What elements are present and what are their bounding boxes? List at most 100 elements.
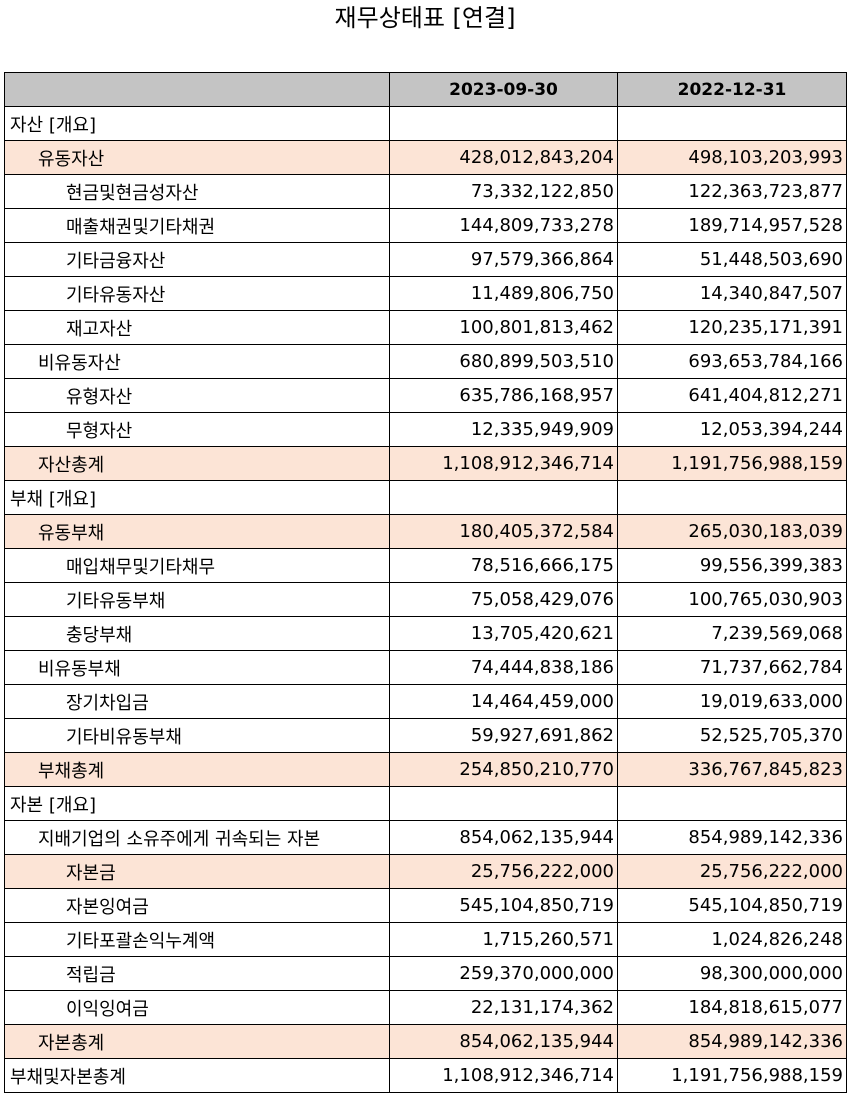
table-row: 이익잉여금 22,131,174,362 184,818,615,077 (4, 990, 847, 1025)
table-row: 기타유동자산 11,489,806,750 14,340,847,507 (4, 276, 847, 311)
table-row: 자본총계 854,062,135,944 854,989,142,336 (4, 1024, 847, 1059)
value-2023-09-30: 1,715,260,571 (389, 922, 618, 957)
value-2022-12-31: 12,053,394,244 (617, 412, 847, 447)
header-row: 2023-09-30 2022-12-31 (4, 72, 847, 107)
table-row: 기타포괄손익누계액 1,715,260,571 1,024,826,248 (4, 922, 847, 957)
value-2022-12-31: 693,653,784,166 (617, 344, 847, 379)
table-row: 장기차입금 14,464,459,000 19,019,633,000 (4, 684, 847, 719)
row-label: 적립금 (4, 956, 390, 991)
value-2022-12-31: 14,340,847,507 (617, 276, 847, 311)
row-label: 유동부채 (4, 514, 390, 549)
value-2022-12-31: 854,989,142,336 (617, 820, 847, 855)
value-2022-12-31: 641,404,812,271 (617, 378, 847, 413)
value-2023-09-30: 1,108,912,346,714 (389, 446, 618, 481)
table-header: 2023-09-30 2022-12-31 (4, 72, 847, 107)
row-label: 매입채무및기타채무 (4, 548, 390, 583)
value-2023-09-30: 59,927,691,862 (389, 718, 618, 753)
balance-sheet-table: 2023-09-30 2022-12-31 자산 [개요] 유동자산 428,012… (4, 72, 847, 1093)
row-label: 자본금 (4, 854, 390, 889)
table-row: 부채및자본총계 1,108,912,346,714 1,191,756,988,15… (4, 1058, 847, 1093)
value-2022-12-31: 265,030,183,039 (617, 514, 847, 549)
value-2023-09-30: 100,801,813,462 (389, 310, 618, 345)
value-2022-12-31: 52,525,705,370 (617, 718, 847, 753)
table-row: 현금및현금성자산 73,332,122,850 122,363,723,877 (4, 174, 847, 209)
value-2023-09-30: 254,850,210,770 (389, 752, 618, 787)
value-2023-09-30: 97,579,366,864 (389, 242, 618, 277)
value-2022-12-31: 120,235,171,391 (617, 310, 847, 345)
value-2023-09-30: 12,335,949,909 (389, 412, 618, 447)
row-label: 비유동자산 (4, 344, 390, 379)
value-2022-12-31: 189,714,957,528 (617, 208, 847, 243)
value-2022-12-31 (617, 106, 847, 141)
value-2023-09-30 (389, 480, 618, 515)
row-label: 유형자산 (4, 378, 390, 413)
row-label: 비유동부채 (4, 650, 390, 685)
row-label: 장기차입금 (4, 684, 390, 719)
header-date-current: 2023-09-30 (389, 72, 618, 107)
value-2022-12-31: 25,756,222,000 (617, 854, 847, 889)
value-2022-12-31: 19,019,633,000 (617, 684, 847, 719)
value-2023-09-30: 854,062,135,944 (389, 820, 618, 855)
table-row: 유형자산 635,786,168,957 641,404,812,271 (4, 378, 847, 413)
value-2022-12-31: 7,239,569,068 (617, 616, 847, 651)
table-row: 매출채권및기타채권 144,809,733,278 189,714,957,528 (4, 208, 847, 243)
value-2022-12-31: 98,300,000,000 (617, 956, 847, 991)
value-2022-12-31 (617, 480, 847, 515)
row-label: 유동자산 (4, 140, 390, 175)
table-row: 자산 [개요] (4, 106, 847, 141)
value-2022-12-31: 1,191,756,988,159 (617, 446, 847, 481)
value-2023-09-30: 14,464,459,000 (389, 684, 618, 719)
value-2023-09-30 (389, 786, 618, 821)
row-label: 기타유동부채 (4, 582, 390, 617)
value-2023-09-30: 1,108,912,346,714 (389, 1058, 618, 1093)
row-label: 자산총계 (4, 446, 390, 481)
value-2022-12-31: 71,737,662,784 (617, 650, 847, 685)
table-row: 무형자산 12,335,949,909 12,053,394,244 (4, 412, 847, 447)
row-label: 기타포괄손익누계액 (4, 922, 390, 957)
row-label: 무형자산 (4, 412, 390, 447)
table-row: 유동자산 428,012,843,204 498,103,203,993 (4, 140, 847, 175)
table-row: 자본잉여금 545,104,850,719 545,104,850,719 (4, 888, 847, 923)
table-row: 비유동부채 74,444,838,186 71,737,662,784 (4, 650, 847, 685)
value-2023-09-30: 13,705,420,621 (389, 616, 618, 651)
value-2023-09-30: 74,444,838,186 (389, 650, 618, 685)
value-2022-12-31: 122,363,723,877 (617, 174, 847, 209)
value-2023-09-30 (389, 106, 618, 141)
table-row: 충당부채 13,705,420,621 7,239,569,068 (4, 616, 847, 651)
table-row: 자산총계 1,108,912,346,714 1,191,756,988,159 (4, 446, 847, 481)
value-2022-12-31: 498,103,203,993 (617, 140, 847, 175)
value-2022-12-31: 100,765,030,903 (617, 582, 847, 617)
table-row: 적립금 259,370,000,000 98,300,000,000 (4, 956, 847, 991)
value-2022-12-31: 1,024,826,248 (617, 922, 847, 957)
row-label: 기타유동자산 (4, 276, 390, 311)
header-date-prior: 2022-12-31 (617, 72, 847, 107)
value-2022-12-31: 1,191,756,988,159 (617, 1058, 847, 1093)
table-row: 재고자산 100,801,813,462 120,235,171,391 (4, 310, 847, 345)
table-row: 기타비유동부채 59,927,691,862 52,525,705,370 (4, 718, 847, 753)
header-label-column (4, 72, 390, 107)
table-body: 자산 [개요] 유동자산 428,012,843,204 498,103,203,99… (4, 106, 847, 1093)
value-2023-09-30: 680,899,503,510 (389, 344, 618, 379)
value-2022-12-31: 51,448,503,690 (617, 242, 847, 277)
row-label: 자산 [개요] (4, 106, 390, 141)
row-label: 현금및현금성자산 (4, 174, 390, 209)
value-2023-09-30: 11,489,806,750 (389, 276, 618, 311)
row-label: 부채 [개요] (4, 480, 390, 515)
value-2022-12-31: 854,989,142,336 (617, 1024, 847, 1059)
value-2022-12-31: 184,818,615,077 (617, 990, 847, 1025)
value-2022-12-31 (617, 786, 847, 821)
value-2023-09-30: 73,332,122,850 (389, 174, 618, 209)
row-label: 기타금융자산 (4, 242, 390, 277)
row-label: 부채및자본총계 (4, 1058, 390, 1093)
value-2023-09-30: 259,370,000,000 (389, 956, 618, 991)
value-2023-09-30: 78,516,666,175 (389, 548, 618, 583)
table-row: 비유동자산 680,899,503,510 693,653,784,166 (4, 344, 847, 379)
value-2023-09-30: 428,012,843,204 (389, 140, 618, 175)
row-label: 자본 [개요] (4, 786, 390, 821)
row-label: 자본총계 (4, 1024, 390, 1059)
value-2022-12-31: 545,104,850,719 (617, 888, 847, 923)
value-2023-09-30: 25,756,222,000 (389, 854, 618, 889)
row-label: 부채총계 (4, 752, 390, 787)
value-2023-09-30: 22,131,174,362 (389, 990, 618, 1025)
value-2022-12-31: 336,767,845,823 (617, 752, 847, 787)
